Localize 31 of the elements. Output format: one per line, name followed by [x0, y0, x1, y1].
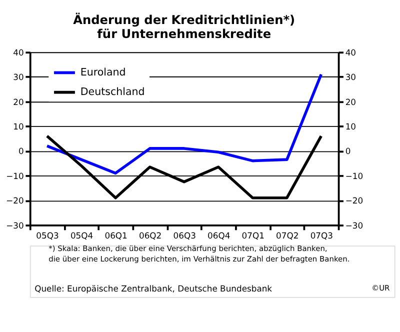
x-tick-label: 06Q2 [138, 230, 162, 241]
chart-title: Änderung der Kreditrichtlinien*) für Unternehmenskredite [73, 12, 296, 42]
y2-tick-label: −10 [345, 170, 364, 181]
text: *) Skala: Banken, die über eine Verschärfung berichten, abzüglich Banken, die über eine Lockerung berichten, im Verhältnis zur Zahl der befragten Banken. [48, 244, 350, 264]
y2-tick-label: −20 [345, 196, 364, 206]
text: ©UR [372, 283, 390, 292]
x-tick-label: 05Q4 [70, 230, 94, 241]
x-tick-label: 07Q1 [242, 230, 264, 241]
y2-tick-label: 40 [345, 47, 356, 58]
y-tick-label: −10 [6, 170, 24, 181]
legend-label: Euroland [80, 66, 126, 78]
y2-tick-label: 10 [345, 122, 356, 132]
y2-tick-label: −30 [345, 220, 364, 230]
y2-tick-label: 30 [345, 72, 356, 82]
x-tick-label: 06Q3 [173, 230, 196, 241]
x-tick-label: 07Q3 [310, 230, 333, 241]
y2-tick-label: 0 [345, 146, 351, 156]
source-note: Quelle: Europäische Zentralbank, Deutsche Bundesbank [34, 283, 272, 294]
y2-tick-label: 20 [345, 96, 356, 107]
y-tick-label: 20 [13, 96, 24, 107]
x-tick-label: 07Q2 [276, 230, 299, 241]
y-tick-label: 10 [13, 122, 24, 132]
x-tick-label: 06Q1 [104, 230, 128, 241]
y-tick-label: −20 [6, 196, 24, 206]
y-tick-label: 40 [13, 47, 24, 58]
y-tick-label: −30 [6, 220, 24, 230]
legend-label: Deutschland [80, 86, 145, 98]
x-tick-label: 05Q3 [36, 230, 59, 241]
x-tick-label: 06Q4 [208, 230, 230, 241]
y-tick-label: 0 [18, 146, 24, 156]
y-tick-label: 30 [13, 72, 24, 82]
